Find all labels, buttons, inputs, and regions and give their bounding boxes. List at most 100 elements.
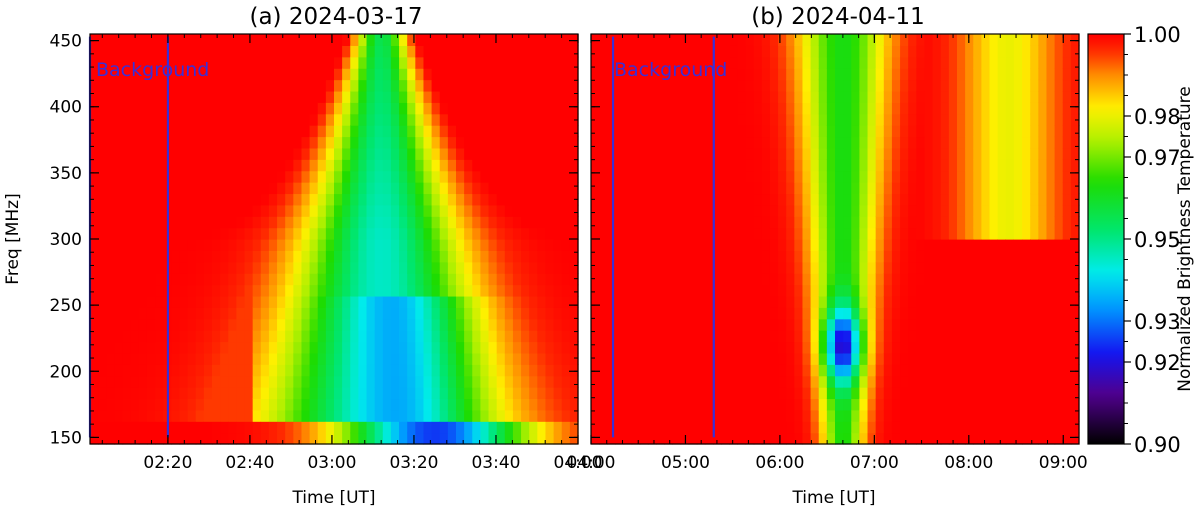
heatmap-cell [1038,34,1048,46]
heatmap-cell [122,284,132,297]
heatmap-cell [672,409,682,422]
heatmap-cell [301,364,311,377]
heatmap-cell [203,170,213,183]
heatmap-cell [545,79,555,92]
heatmap-cell [187,68,197,81]
heatmap-cell [390,170,400,183]
heatmap-cell [146,182,156,195]
heatmap-cell [843,352,852,365]
heatmap-cell [729,352,738,365]
heatmap-cell [195,90,205,103]
heatmap-cell [277,318,286,331]
heatmap-cell [171,113,181,126]
heatmap-cell [504,56,514,69]
heatmap-cell [769,227,779,240]
heatmap-cell [656,375,665,388]
heatmap-cell [301,318,311,331]
heatmap-cell [545,147,555,160]
heatmap-cell [293,239,303,251]
heatmap-cell [179,227,189,240]
heatmap-cell [997,341,1007,354]
heatmap-cell [545,170,555,183]
heatmap-cell [496,125,506,138]
heatmap-cell [1038,216,1048,229]
heatmap-cell [569,341,579,354]
heatmap-cell [439,432,449,445]
heatmap-cell [203,68,213,81]
heatmap-cell [195,318,205,331]
heatmap-cell [875,170,885,183]
heatmap-cell [965,170,974,183]
heatmap-cell [423,432,433,445]
heatmap-cell [940,273,950,286]
heatmap-cell [146,125,156,138]
heatmap-cell [350,432,359,445]
heatmap-cell [268,432,278,445]
heatmap-cell [769,136,779,149]
heatmap-cell [553,79,563,92]
heatmap-cell [672,68,682,81]
heatmap-cell [504,159,514,172]
heatmap-cell [957,307,966,320]
heatmap-cell [90,102,99,115]
y-tick-label: 200 [50,362,82,382]
heatmap-cell [916,295,926,308]
heatmap-cell [228,68,237,81]
heatmap-cell [761,273,771,286]
heatmap-cell [916,330,926,343]
heatmap-cell [973,398,982,411]
heatmap-cell [138,227,148,240]
heatmap-cell [745,341,755,354]
heatmap-cell [301,375,311,388]
heatmap-cell [374,318,384,331]
heatmap-cell [623,364,633,377]
heatmap-cell [688,125,698,138]
heatmap-cell [1038,409,1048,422]
heatmap-cell [696,136,706,149]
heatmap-cell [358,45,368,58]
heatmap-cell [916,409,926,422]
heatmap-cell [342,432,351,445]
heatmap-cell [277,204,286,217]
heatmap-cell [334,307,343,320]
heatmap-cell [843,193,852,206]
heatmap-cell [859,307,869,320]
heatmap-cell [415,113,425,126]
heatmap-cell [672,330,682,343]
heatmap-cell [366,352,376,365]
heatmap-cell [488,352,498,365]
heatmap-cell [745,45,755,58]
heatmap-cell [553,45,563,58]
heatmap-cell [285,204,294,217]
colorbar-gradient [1088,34,1124,444]
heatmap-cell [761,307,771,320]
heatmap-cell [891,227,901,240]
heatmap-cell [155,284,164,297]
heatmap-cell [1054,375,1064,388]
heatmap-cell [656,341,665,354]
heatmap-cell [236,90,246,103]
heatmap-cell [179,193,189,206]
heatmap-cell [285,409,294,422]
heatmap-cell [220,79,229,92]
heatmap-cell [940,341,950,354]
heatmap-cell [90,330,99,343]
heatmap-cell [472,273,481,286]
heatmap-cell [309,113,319,126]
heatmap-cell [260,68,270,81]
heatmap-cell [745,159,755,172]
colorbar-tick-label: 0.92 [1134,351,1181,375]
heatmap-cell [688,90,698,103]
heatmap-cell [981,341,991,354]
heatmap-cell [810,364,820,377]
heatmap-cell [769,432,779,445]
heatmap-cell [639,102,649,115]
heatmap-cell [358,170,368,183]
heatmap-cell [569,364,579,377]
heatmap-cell [293,307,303,320]
heatmap-cell [639,193,649,206]
heatmap-cell [146,375,156,388]
heatmap-cell [599,398,608,411]
heatmap-cell [761,318,771,331]
heatmap-cell [390,216,400,229]
